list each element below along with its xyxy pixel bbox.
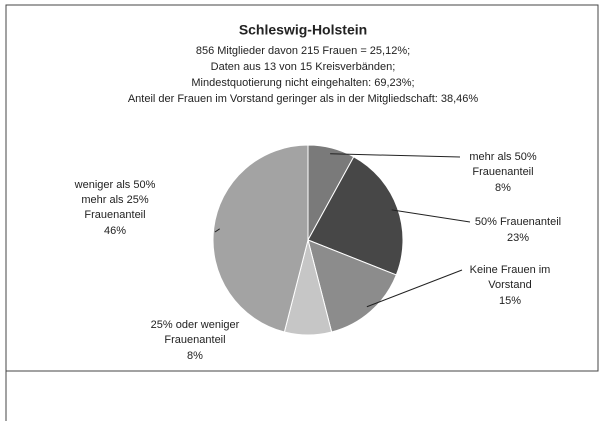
chart-subtitle: Mindestquotierung nicht eingehalten: 69,… (191, 77, 414, 89)
pie-slice (307, 156, 404, 276)
slice-label: Vorstand (488, 279, 531, 291)
pie-slice (307, 239, 397, 333)
leader-line (214, 228, 220, 233)
leader-line (391, 209, 471, 223)
slice-label: 25% oder weniger (151, 319, 240, 331)
value-label: 8% (187, 350, 203, 362)
slice-label: Frauenanteil (472, 166, 533, 178)
value-label: 15% (499, 295, 521, 307)
slice-label: mehr als 25% (81, 194, 148, 206)
slice-label: Keine Frauen im (470, 264, 551, 276)
chart-title: Schleswig-Holstein (239, 22, 367, 38)
chart-subtitle: 856 Mitglieder davon 215 Frauen = 25,12%… (196, 45, 410, 57)
value-label: 8% (495, 182, 511, 194)
slice-label: mehr als 50% (469, 151, 536, 163)
leader-line (366, 269, 463, 308)
chart-subtitle: Daten aus 13 von 15 Kreisverbänden; (211, 61, 396, 73)
slice-label: weniger als 50% (74, 179, 156, 191)
slice-label: Frauenanteil (164, 334, 225, 346)
slice-label: Frauenanteil (84, 209, 145, 221)
pie-slice (212, 144, 309, 333)
value-label: 46% (104, 225, 126, 237)
leader-line (330, 153, 461, 158)
chart-subtitle: Anteil der Frauen im Vorstand geringer a… (128, 93, 479, 105)
value-label: 23% (507, 232, 529, 244)
slice-label: 50% Frauenanteil (475, 216, 561, 228)
